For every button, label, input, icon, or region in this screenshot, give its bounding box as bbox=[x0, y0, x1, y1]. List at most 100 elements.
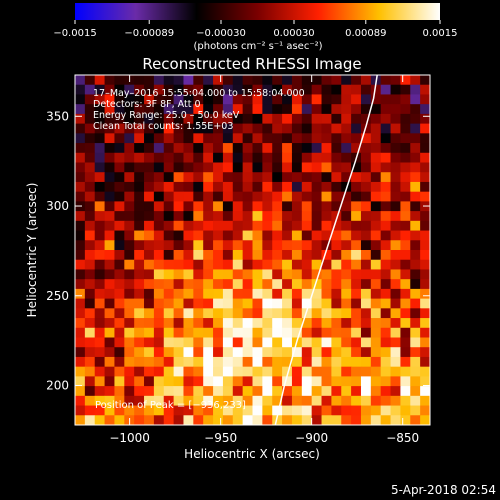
heatmap-cell bbox=[153, 240, 165, 251]
heatmap-cell bbox=[183, 347, 194, 358]
heatmap-cell bbox=[144, 201, 155, 212]
heatmap-cell bbox=[84, 337, 96, 348]
heatmap-cell bbox=[420, 162, 430, 173]
heatmap-cell bbox=[183, 376, 194, 387]
heatmap-cell bbox=[321, 75, 332, 86]
annotation-line: Energy Range: 25.0 – 50.0 keV bbox=[93, 110, 240, 121]
heatmap-cell bbox=[420, 405, 430, 416]
heatmap-cell bbox=[114, 366, 125, 377]
heatmap-cell bbox=[183, 288, 194, 300]
heatmap-cell bbox=[311, 84, 322, 95]
heatmap-cell bbox=[420, 181, 430, 193]
heatmap-cell bbox=[94, 133, 105, 144]
heatmap-cell bbox=[203, 386, 214, 397]
heatmap-cell bbox=[94, 288, 105, 300]
heatmap-cell bbox=[203, 104, 214, 115]
heatmap-cell bbox=[321, 191, 332, 202]
heatmap-cell bbox=[370, 395, 382, 406]
heatmap-cell bbox=[213, 191, 224, 202]
heatmap-cell bbox=[400, 220, 411, 231]
heatmap-cell bbox=[351, 75, 362, 86]
heatmap-cell bbox=[360, 395, 372, 406]
heatmap-cell bbox=[420, 75, 430, 86]
heatmap-cell bbox=[360, 220, 372, 231]
heatmap-cell bbox=[301, 230, 313, 241]
heatmap-cell bbox=[134, 181, 145, 193]
heatmap-cell bbox=[351, 318, 362, 329]
heatmap-cell bbox=[291, 279, 303, 290]
heatmap-cell bbox=[380, 84, 391, 95]
heatmap-cell bbox=[114, 94, 125, 105]
heatmap-cell bbox=[262, 104, 273, 115]
heatmap-cell bbox=[153, 181, 165, 193]
heatmap-cell bbox=[75, 240, 86, 251]
heatmap-cell bbox=[252, 288, 263, 300]
heatmap-cell bbox=[370, 162, 382, 173]
heatmap-cell bbox=[213, 356, 224, 368]
heatmap-cell bbox=[153, 104, 165, 115]
heatmap-cell bbox=[390, 133, 401, 144]
annotation-line: 17–May–2016 15:55:04.000 to 15:58:04.000 bbox=[93, 88, 305, 99]
heatmap-cell bbox=[232, 240, 244, 251]
heatmap-cell bbox=[242, 94, 253, 105]
heatmap-cell bbox=[84, 152, 96, 163]
heatmap-cell bbox=[351, 415, 362, 425]
heatmap-cell bbox=[282, 201, 293, 212]
heatmap-cell bbox=[420, 269, 430, 280]
heatmap-cell bbox=[153, 133, 165, 144]
heatmap-cell bbox=[380, 191, 391, 202]
heatmap-cell bbox=[134, 347, 145, 358]
heatmap-cell bbox=[193, 191, 204, 202]
heatmap-cell bbox=[213, 240, 224, 251]
heatmap-cell bbox=[94, 123, 105, 134]
heatmap-cell bbox=[163, 395, 175, 406]
heatmap-cell bbox=[173, 181, 184, 193]
heatmap-cell bbox=[153, 347, 165, 358]
colorbar-unit-label: (photons cm⁻² s⁻¹ asec⁻²) bbox=[193, 41, 322, 52]
heatmap-cell bbox=[262, 308, 273, 319]
heatmap-cell bbox=[262, 230, 273, 241]
heatmap-cell bbox=[134, 250, 145, 261]
heatmap-cell bbox=[144, 162, 155, 173]
heatmap-cell bbox=[400, 211, 411, 222]
heatmap-cell bbox=[282, 269, 293, 280]
heatmap-cell bbox=[193, 288, 204, 300]
heatmap-cell bbox=[173, 162, 184, 173]
heatmap-cell bbox=[400, 337, 411, 348]
heatmap-cell bbox=[84, 327, 96, 338]
heatmap-cell bbox=[222, 113, 234, 125]
heatmap-cell bbox=[252, 84, 263, 95]
heatmap-cell bbox=[282, 133, 293, 144]
heatmap-cell bbox=[222, 104, 234, 115]
heatmap-cell bbox=[272, 94, 283, 105]
x-tick-label: −1000 bbox=[109, 431, 150, 445]
heatmap-cell bbox=[272, 279, 283, 290]
heatmap-cell bbox=[153, 75, 165, 86]
heatmap-cell bbox=[282, 318, 293, 329]
heatmap-cell bbox=[163, 327, 175, 338]
heatmap-cell bbox=[203, 250, 214, 261]
heatmap-cell bbox=[134, 152, 145, 163]
heatmap-cell bbox=[420, 386, 430, 397]
heatmap-cell bbox=[94, 220, 105, 231]
heatmap-cell bbox=[104, 220, 115, 231]
heatmap-cell bbox=[104, 415, 115, 425]
heatmap-cell bbox=[242, 298, 253, 309]
heatmap-cell bbox=[341, 395, 352, 406]
heatmap-cell bbox=[242, 104, 253, 115]
heatmap-cell bbox=[183, 279, 194, 290]
heatmap-cell bbox=[252, 327, 263, 338]
heatmap-cell bbox=[351, 220, 362, 231]
heatmap-cell bbox=[144, 133, 155, 144]
heatmap-cell bbox=[104, 318, 115, 329]
heatmap-cell bbox=[252, 250, 263, 261]
heatmap-cell bbox=[321, 405, 332, 416]
heatmap-cell bbox=[410, 395, 421, 406]
heatmap-cell bbox=[134, 386, 145, 397]
heatmap-cell bbox=[360, 123, 372, 134]
heatmap-cell bbox=[252, 269, 263, 280]
heatmap-cell bbox=[84, 279, 96, 290]
heatmap-cell bbox=[144, 181, 155, 193]
heatmap-cell bbox=[183, 395, 194, 406]
heatmap-cell bbox=[232, 172, 244, 183]
